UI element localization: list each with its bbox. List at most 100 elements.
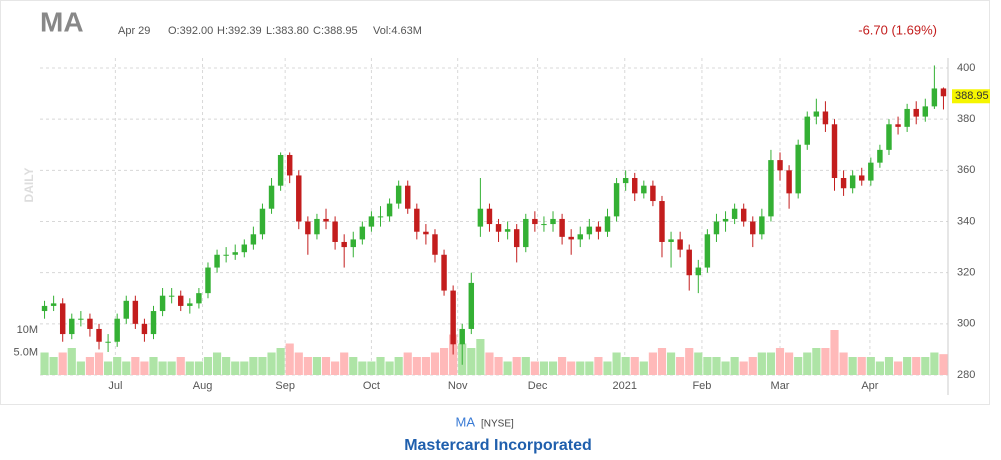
volume-bar	[821, 348, 830, 375]
volume-bar	[866, 357, 875, 375]
x-tick-label: 2021	[613, 380, 637, 392]
candle-body	[731, 208, 738, 219]
volume-tick-label: 5.0M	[14, 346, 38, 358]
volume-bar	[875, 361, 884, 375]
volume-bar	[449, 334, 458, 375]
volume-bar	[212, 352, 222, 375]
volume-bar	[912, 357, 921, 375]
x-tick-label: Dec	[528, 380, 548, 392]
candle-body	[314, 218, 320, 235]
candle-body	[187, 303, 193, 306]
volume-bar	[185, 361, 194, 375]
volume-bar	[94, 352, 104, 375]
candle-body	[450, 290, 456, 345]
candle-body	[632, 178, 638, 194]
candle-body	[677, 239, 683, 250]
candle-body	[550, 218, 556, 225]
candle-body	[813, 111, 820, 117]
volume-bar	[757, 352, 766, 375]
volume-bar	[721, 361, 730, 375]
candle-body	[477, 208, 484, 227]
y-tick-label: 340	[957, 215, 975, 227]
candle-body	[87, 318, 93, 329]
volume-bar	[385, 361, 394, 375]
candle-body	[250, 234, 257, 245]
volume-bar	[131, 357, 140, 375]
candle-body	[786, 170, 792, 194]
x-tick-label: Apr	[861, 380, 878, 392]
volume-bar	[803, 352, 812, 375]
volume-bar	[231, 361, 240, 375]
candle-body	[105, 341, 111, 343]
volume-bar	[585, 361, 594, 375]
volume-bar	[739, 361, 748, 375]
candle-body	[859, 175, 865, 181]
volume-bar	[903, 357, 912, 375]
volume-bar	[685, 348, 694, 375]
volume-bar	[140, 361, 149, 375]
close: C:388.95	[313, 25, 358, 37]
volume-bar	[539, 361, 549, 375]
x-tick-label: Jul	[108, 380, 122, 392]
y-tick-label: 400	[957, 62, 975, 74]
volume-bar	[839, 352, 848, 375]
volume-bar	[58, 352, 67, 375]
volume-bar	[884, 357, 894, 375]
candle-body	[577, 234, 583, 240]
candle-body	[495, 224, 502, 232]
candle-body	[904, 108, 910, 127]
candle-body	[795, 144, 801, 194]
volume-bar	[893, 361, 903, 375]
volume-bar	[630, 357, 639, 375]
candle-body	[296, 175, 302, 222]
volume-bar	[594, 357, 603, 375]
ticker: MA	[40, 6, 84, 37]
volume-bar	[548, 361, 558, 375]
candle-body	[486, 208, 493, 225]
candle-body	[641, 185, 647, 194]
volume-bar	[694, 352, 703, 375]
candle-body	[604, 216, 611, 232]
volume-bar	[158, 361, 167, 375]
candle-body	[223, 254, 229, 256]
candle-body	[613, 183, 620, 217]
last-price-label: 388.95	[955, 90, 989, 102]
volume-bar	[67, 348, 76, 375]
candle-body	[868, 162, 874, 181]
volume-bar	[939, 354, 948, 375]
candle-body	[622, 178, 629, 184]
candle-body	[541, 224, 547, 226]
y-tick-label: 360	[957, 164, 975, 176]
candle-body	[768, 160, 774, 217]
volume-bar	[558, 357, 567, 375]
volume-bar	[485, 352, 494, 375]
volume-bar	[85, 357, 95, 375]
candle-body	[241, 244, 248, 253]
candle-body	[423, 231, 429, 235]
volume-bar	[104, 361, 113, 375]
x-tick-label: Aug	[193, 380, 213, 392]
volume-bar	[639, 361, 648, 375]
volume-bar	[748, 357, 757, 375]
candle-body	[205, 267, 211, 294]
candle-body	[940, 88, 947, 97]
candle-body	[377, 216, 384, 218]
volume-bar	[249, 357, 258, 375]
candle-body	[268, 185, 275, 209]
candle-body	[414, 208, 420, 232]
candle-body	[740, 208, 747, 222]
candle-body	[259, 208, 266, 235]
y-tick-label: 300	[957, 318, 975, 330]
candle-body	[686, 249, 692, 276]
candle-body	[650, 185, 656, 202]
candle-body	[441, 254, 447, 291]
candle-body	[468, 282, 475, 329]
volume-bar	[576, 361, 585, 375]
candle-body	[69, 318, 75, 335]
candle-body	[159, 295, 166, 312]
volume-bar	[530, 361, 539, 375]
volume-bar	[766, 352, 776, 375]
candle-body	[523, 218, 529, 248]
volume-bar	[122, 361, 131, 375]
candle-body	[332, 221, 338, 242]
